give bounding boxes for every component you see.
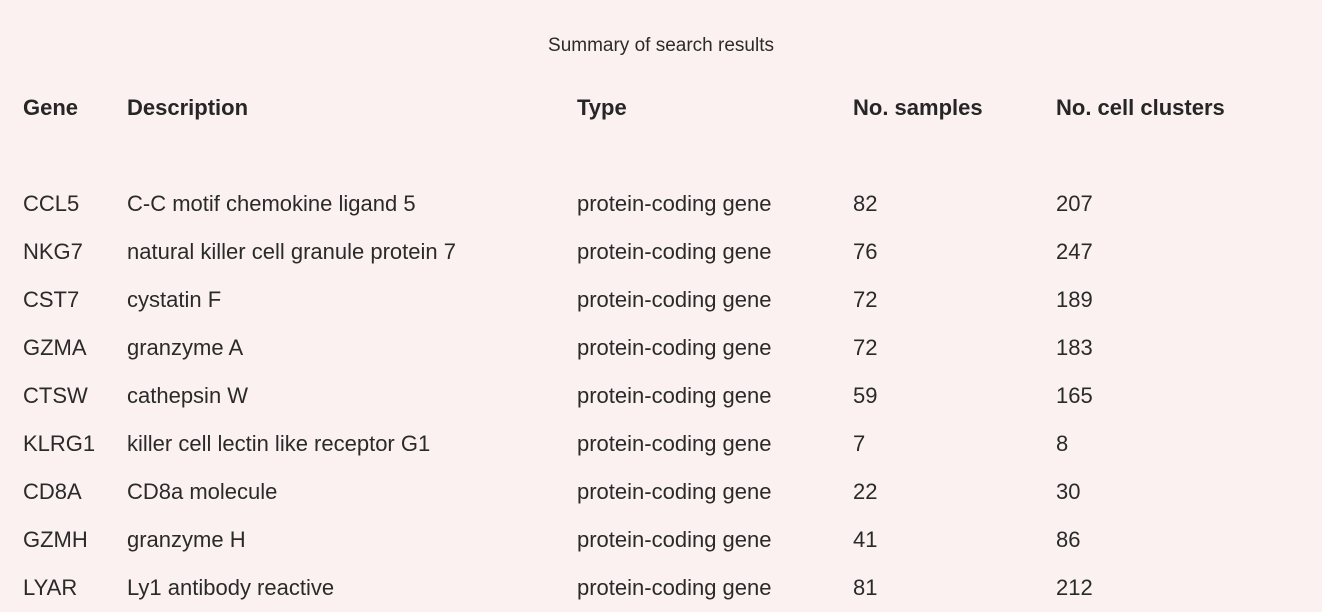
cell-gene: CCL5	[23, 191, 80, 216]
cell-gene: GZMA	[23, 335, 87, 360]
cell-no-samples: 76	[853, 239, 878, 264]
cell-no-cell-clusters: 8	[1056, 431, 1069, 456]
cell-no-samples: 82	[853, 191, 878, 216]
table-row: CCL5 C-C motif chemokine ligand 5 protei…	[9, 180, 1302, 228]
column-header-type: Type	[577, 95, 627, 120]
cell-no-cell-clusters: 207	[1056, 191, 1093, 216]
cell-type: protein-coding gene	[577, 575, 772, 600]
cell-no-samples: 22	[853, 479, 878, 504]
cell-gene: CD8A	[23, 479, 82, 504]
cell-gene: LYAR	[23, 575, 78, 600]
table-row: CTSW cathepsin W protein-coding gene 59 …	[9, 372, 1302, 420]
cell-description: C-C motif chemokine ligand 5	[127, 191, 416, 216]
cell-type: protein-coding gene	[577, 335, 772, 360]
cell-type: protein-coding gene	[577, 191, 772, 216]
table-row: KLRG1 killer cell lectin like receptor G…	[9, 420, 1302, 468]
cell-gene: KLRG1	[23, 431, 96, 456]
header-spacer	[9, 132, 1302, 180]
cell-no-samples: 59	[853, 383, 878, 408]
cell-description: granzyme H	[127, 527, 246, 552]
column-header-description: Description	[127, 95, 249, 120]
cell-type: protein-coding gene	[577, 287, 772, 312]
cell-gene: CST7	[23, 287, 80, 312]
cell-no-cell-clusters: 86	[1056, 527, 1081, 552]
cell-no-cell-clusters: 189	[1056, 287, 1093, 312]
cell-gene: NKG7	[23, 239, 83, 264]
table-row: GZMA granzyme A protein-coding gene 72 1…	[9, 324, 1302, 372]
cell-type: protein-coding gene	[577, 383, 772, 408]
cell-description: cystatin F	[127, 287, 222, 312]
cell-description: Ly1 antibody reactive	[127, 575, 335, 600]
cell-type: protein-coding gene	[577, 239, 772, 264]
table-header-row: Gene Description Type No. samples No. ce…	[9, 84, 1302, 132]
cell-no-samples: 7	[853, 431, 866, 456]
cell-no-cell-clusters: 30	[1056, 479, 1081, 504]
cell-gene: CTSW	[23, 383, 88, 408]
table-row: NKG7 natural killer cell granule protein…	[9, 228, 1302, 276]
cell-description: killer cell lectin like receptor G1	[127, 431, 431, 456]
cell-no-samples: 72	[853, 287, 878, 312]
cell-no-samples: 72	[853, 335, 878, 360]
column-header-no-cell-clusters: No. cell clusters	[1056, 95, 1225, 120]
cell-no-cell-clusters: 247	[1056, 239, 1093, 264]
table-caption: Summary of search results	[548, 35, 774, 56]
cell-gene: GZMH	[23, 527, 88, 552]
cell-type: protein-coding gene	[577, 527, 772, 552]
cell-no-cell-clusters: 212	[1056, 575, 1093, 600]
cell-description: CD8a molecule	[127, 479, 278, 504]
table-row: LYAR Ly1 antibody reactive protein-codin…	[9, 564, 1302, 612]
column-header-gene: Gene	[23, 95, 79, 120]
cell-type: protein-coding gene	[577, 479, 772, 504]
cell-no-cell-clusters: 183	[1056, 335, 1093, 360]
cell-description: granzyme A	[127, 335, 244, 360]
table-row: CD8A CD8a molecule protein-coding gene 2…	[9, 468, 1302, 516]
column-header-no-samples: No. samples	[853, 95, 983, 120]
cell-no-samples: 81	[853, 575, 878, 600]
table-row: GZMH granzyme H protein-coding gene 41 8…	[9, 516, 1302, 564]
cell-type: protein-coding gene	[577, 431, 772, 456]
table-row: CST7 cystatin F protein-coding gene 72 1…	[9, 276, 1302, 324]
cell-no-cell-clusters: 165	[1056, 383, 1093, 408]
cell-description: natural killer cell granule protein 7	[127, 239, 456, 264]
cell-description: cathepsin W	[127, 383, 249, 408]
results-table: Gene Description Type No. samples No. ce…	[9, 84, 1302, 612]
cell-no-samples: 41	[853, 527, 878, 552]
